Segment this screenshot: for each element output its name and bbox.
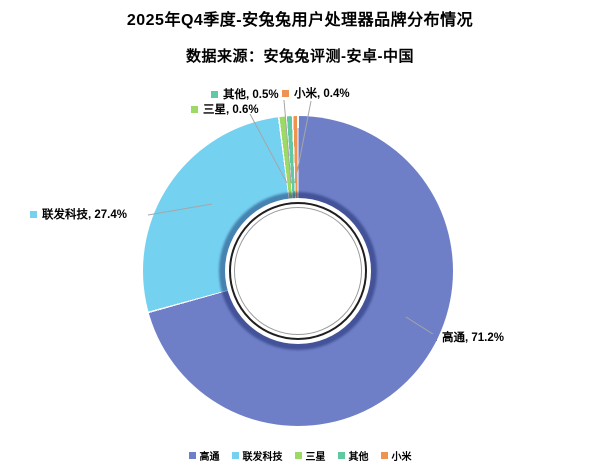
xiaomi-callout-label: 小米, 0.4%: [294, 88, 350, 100]
legend-item-other[interactable]: 其他: [337, 448, 369, 463]
legend-marker-other: [337, 452, 345, 459]
callout-xiaomi: 小米, 0.4%: [282, 85, 350, 101]
legend-label-samsung: 三星: [305, 452, 326, 463]
callout-samsung: 三星, 0.6%: [191, 101, 259, 117]
legend-label-mediatek: 联发科技: [242, 452, 283, 463]
mediatek-marker: [30, 210, 37, 218]
legend-label-xiaomi: 小米: [391, 452, 412, 463]
xiaomi-marker: [282, 89, 289, 97]
legend-marker-mediatek: [231, 452, 239, 459]
legend-label-qualcomm: 高通: [199, 452, 220, 463]
callout-mediatek: 联发科技, 27.4%: [30, 206, 127, 222]
other-marker: [211, 90, 218, 98]
legend-item-qualcomm[interactable]: 高通: [188, 448, 220, 463]
qualcomm-marker: [430, 333, 437, 341]
callout-other: 其他, 0.5%: [211, 86, 279, 102]
legend-label-other: 其他: [348, 452, 369, 463]
callout-qualcomm: 高通, 71.2%: [430, 329, 504, 345]
chart-subtitle: 数据来源：安兔兔评测-安卓-中国: [186, 48, 414, 65]
legend-item-mediatek[interactable]: 联发科技: [231, 448, 283, 463]
legend-item-samsung[interactable]: 三星: [294, 448, 326, 463]
samsung-marker: [191, 105, 198, 113]
mediatek-callout-label: 联发科技, 27.4%: [42, 209, 127, 221]
chart-title: 2025年Q4季度-安兔兔用户处理器品牌分布情况: [126, 12, 474, 29]
donut-hole: [225, 198, 371, 344]
legend-marker-xiaomi: [380, 452, 388, 459]
legend-marker-qualcomm: [188, 452, 196, 459]
other-callout-label: 其他, 0.5%: [223, 89, 279, 101]
hole-inner-ring-light: [234, 207, 362, 335]
samsung-callout-label: 三星, 0.6%: [203, 104, 259, 116]
legend-marker-samsung: [294, 452, 302, 459]
qualcomm-callout-label: 高通, 71.2%: [442, 332, 504, 344]
chart-legend: 高通 联发科技 三星 其他 小米: [0, 448, 600, 463]
hole-inner-ring-dark: [229, 202, 367, 340]
legend-item-xiaomi[interactable]: 小米: [380, 448, 412, 463]
